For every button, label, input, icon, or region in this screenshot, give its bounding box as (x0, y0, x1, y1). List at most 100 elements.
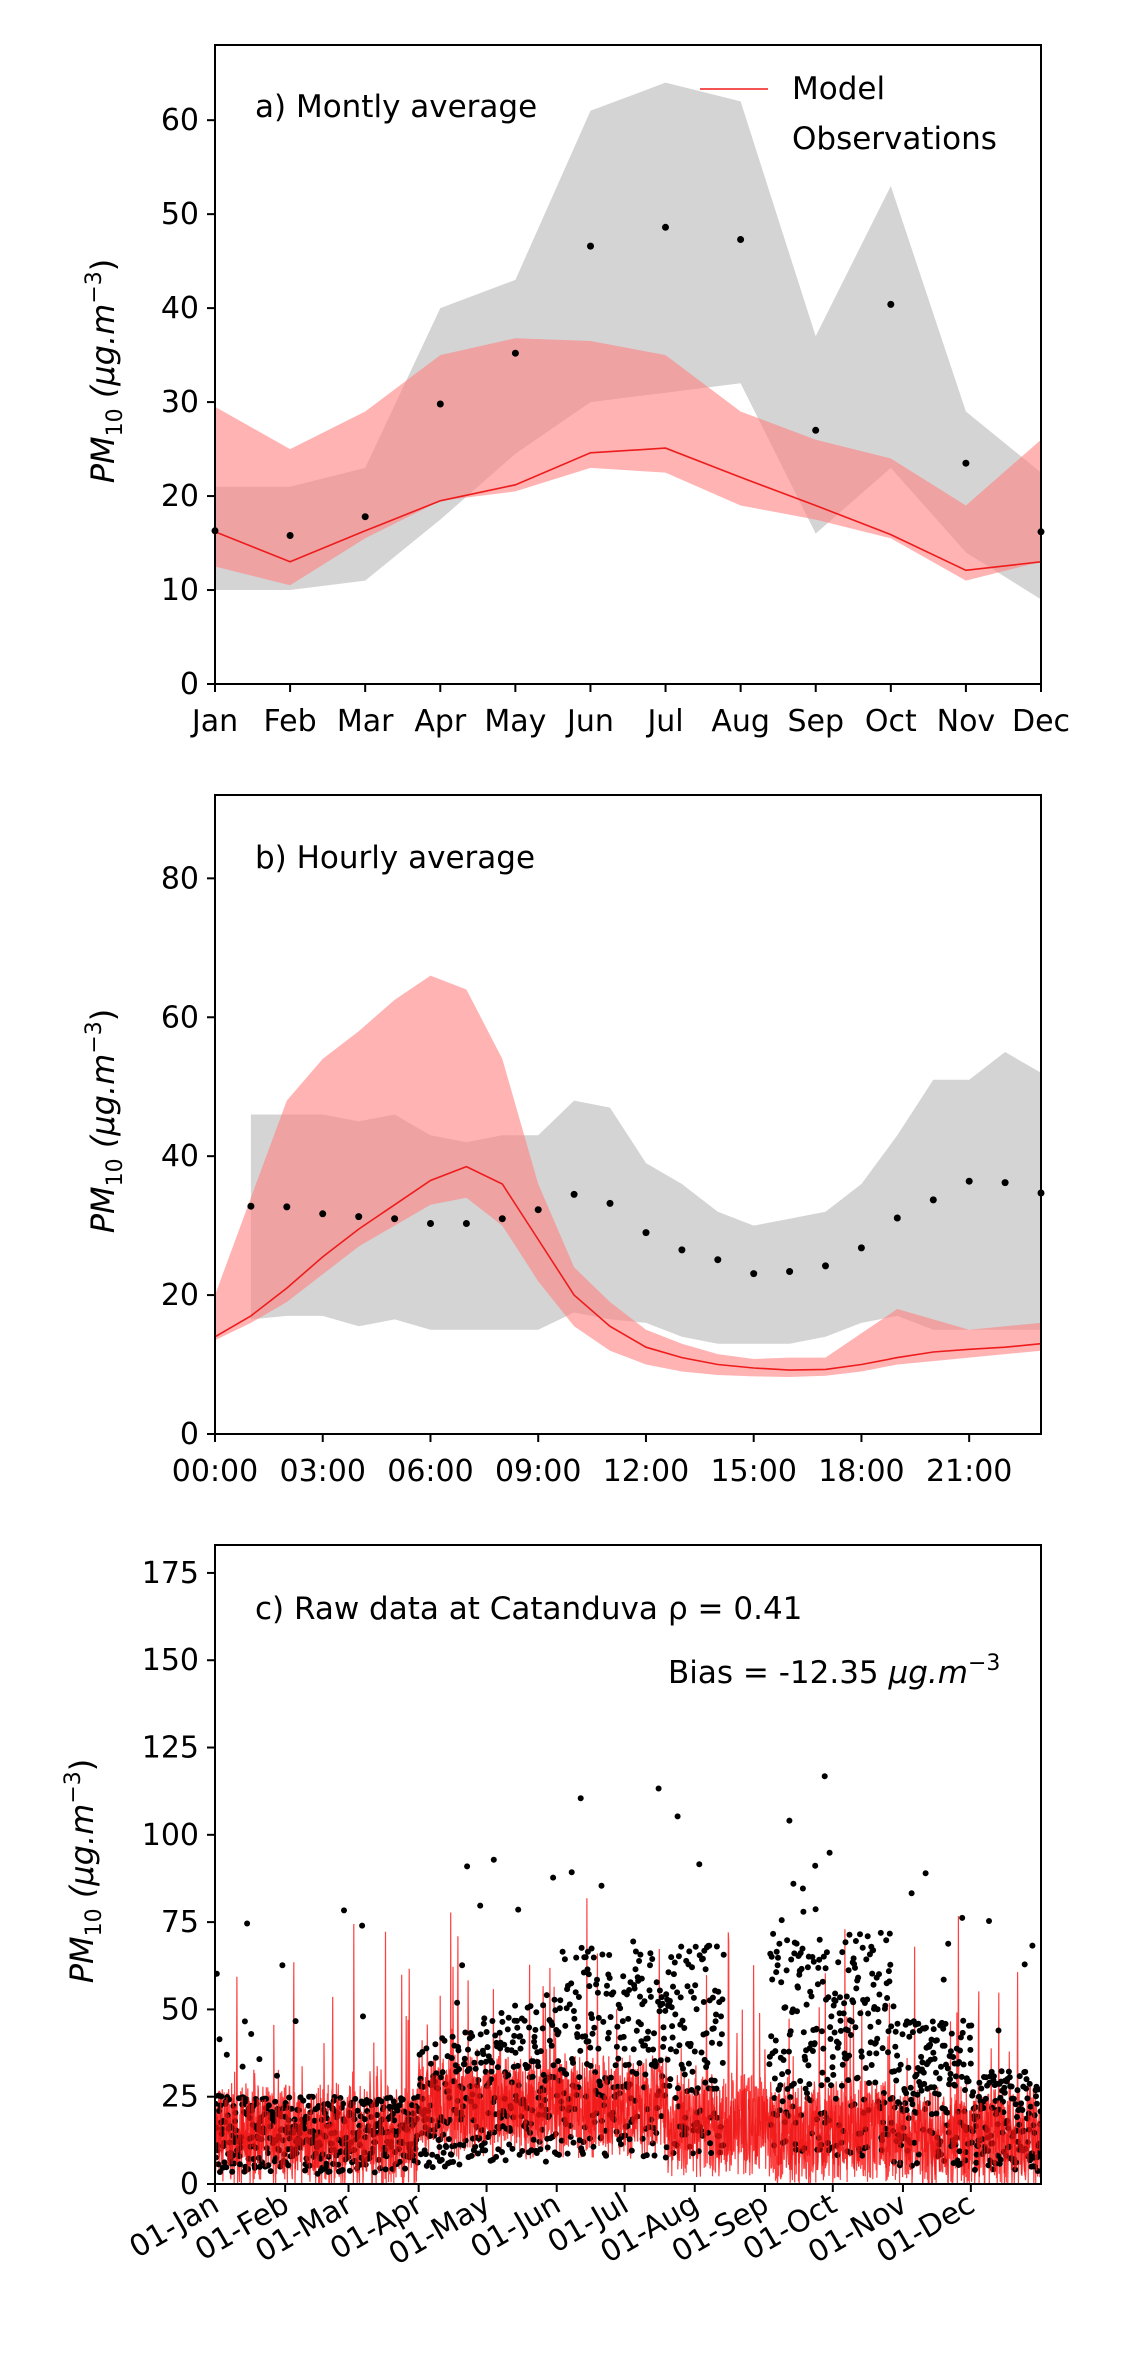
observation-point (933, 2037, 940, 2044)
observation-point (1010, 2095, 1017, 2102)
observation-point (919, 2059, 926, 2066)
observation-point (494, 2064, 501, 2071)
observation-point (540, 2071, 547, 2078)
observation-point (390, 2098, 397, 2105)
plot-area (215, 1773, 1041, 2184)
observation-point (340, 2100, 347, 2107)
observation-point (279, 1962, 286, 1969)
observation-point (962, 459, 970, 467)
observation-point (527, 2003, 534, 2010)
observation-point (816, 1956, 823, 1963)
observation-point (216, 2036, 223, 2043)
observation-point (558, 2137, 565, 2144)
observation-point (915, 2151, 922, 2158)
observation-point (832, 1990, 839, 1997)
observation-point (922, 1870, 929, 1877)
observation-point (982, 2095, 989, 2102)
observation-point (540, 2002, 547, 2009)
observation-point (825, 1994, 832, 2001)
observation-point (978, 2085, 985, 2092)
observation-point (970, 2089, 977, 2096)
observation-point (973, 2159, 980, 2166)
observation-point (839, 2061, 846, 2068)
observation-point (850, 1955, 857, 1962)
observation-point (641, 1998, 648, 2005)
observation-point (680, 2065, 686, 2072)
observation-point (888, 2023, 895, 2030)
observation-point (819, 2069, 826, 2076)
observation-point (940, 2025, 947, 2032)
y-tick-label: 0 (180, 667, 199, 702)
observation-point (885, 1968, 892, 1975)
observation-point (265, 2162, 272, 2169)
observation-point (642, 2042, 648, 2049)
observation-point (286, 2094, 293, 2101)
observation-point (692, 1982, 699, 1989)
observation-point (535, 2063, 542, 2070)
observation-point (846, 1931, 853, 1938)
observation-point (997, 2156, 1004, 2163)
observation-point (517, 2045, 524, 2052)
observation-point (918, 2087, 925, 2094)
observation-point (821, 1773, 828, 1780)
observation-point (612, 2062, 619, 2069)
observation-point (769, 1976, 776, 1983)
observation-point (662, 2154, 669, 2161)
observation-point (286, 532, 294, 539)
observation-point (642, 2071, 649, 2078)
observation-point (704, 2060, 711, 2066)
observation-point (267, 2168, 274, 2175)
observation-point (931, 2055, 938, 2062)
observation-point (417, 2151, 424, 2158)
observation-point (852, 2024, 859, 2031)
raw-series (215, 1773, 1041, 2184)
observation-point (515, 1906, 522, 1913)
observation-point (887, 1961, 894, 1968)
observation-point (577, 2047, 584, 2054)
observation-point (364, 2108, 371, 2114)
observation-point (556, 2151, 562, 2158)
observation-point (461, 2055, 468, 2062)
observation-point (448, 2055, 455, 2061)
observation-point (239, 2063, 246, 2070)
observation-point (685, 2060, 692, 2067)
observation-point (668, 2004, 675, 2011)
observation-point (815, 1964, 822, 1971)
observation-point (480, 2051, 487, 2058)
observation-point (873, 2050, 880, 2057)
observation-point (713, 2085, 720, 2092)
observation-point (492, 2032, 499, 2039)
observation-point (773, 1948, 780, 1955)
observation-point (829, 2064, 836, 2071)
observation-point (534, 1206, 542, 1214)
observation-point (247, 1202, 255, 1210)
observation-point (935, 2091, 942, 2098)
observation-point (672, 2011, 679, 2018)
observation-point (355, 1213, 363, 1221)
observation-point (570, 2059, 576, 2066)
observation-point (713, 2011, 719, 2018)
observation-point (576, 2074, 583, 2081)
observation-point (805, 2062, 812, 2069)
observation-point (862, 2065, 869, 2071)
observation-point (571, 2015, 578, 2022)
observation-point (933, 2069, 939, 2076)
observation-point (678, 1943, 685, 1950)
observation-point (459, 1962, 466, 1969)
observation-point (490, 1856, 497, 1863)
observation-point (530, 2136, 537, 2143)
observation-point (656, 2008, 663, 2015)
observation-point (998, 2068, 1005, 2075)
observation-point (256, 2163, 263, 2170)
observation-point (1008, 2083, 1015, 2090)
observation-point (419, 2049, 426, 2055)
observation-point (483, 2029, 490, 2035)
observation-point (790, 1880, 797, 1887)
observation-point (672, 2095, 679, 2101)
y-tick-label: 50 (161, 197, 199, 232)
observation-point (905, 2064, 912, 2071)
observation-point (582, 1954, 589, 1961)
observation-point (667, 2076, 674, 2083)
observation-point (577, 1795, 584, 1802)
observation-point (311, 2117, 318, 2124)
